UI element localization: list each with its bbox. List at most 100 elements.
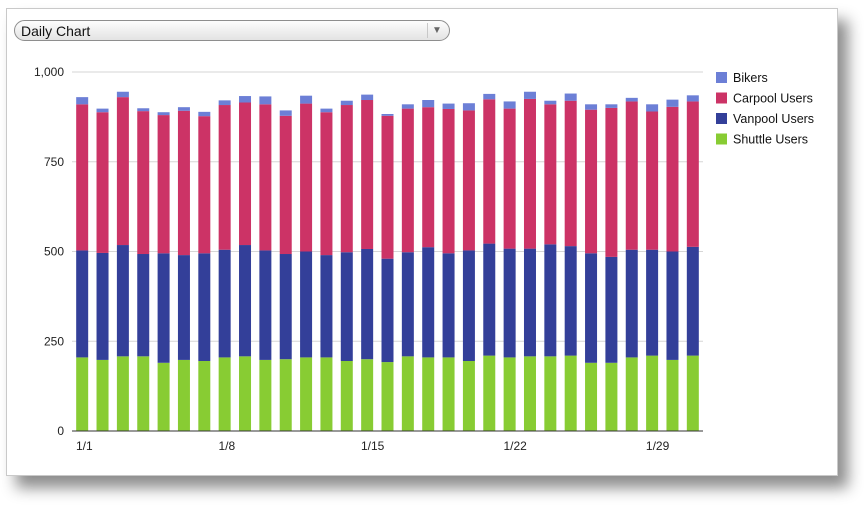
bar-segment[interactable] xyxy=(96,112,109,253)
bar-segment[interactable] xyxy=(381,115,394,259)
bar-segment[interactable] xyxy=(218,249,231,358)
bar-segment[interactable] xyxy=(422,247,435,358)
bar-segment[interactable] xyxy=(646,355,659,431)
bar-segment[interactable] xyxy=(279,254,292,360)
bar-segment[interactable] xyxy=(564,246,577,356)
bar-segment[interactable] xyxy=(483,93,496,100)
bar-segment[interactable] xyxy=(503,101,516,109)
bar-segment[interactable] xyxy=(401,108,414,253)
bar-segment[interactable] xyxy=(96,252,109,360)
bar-segment[interactable] xyxy=(686,246,699,356)
bar-segment[interactable] xyxy=(523,356,536,431)
bar-segment[interactable] xyxy=(381,362,394,431)
bar-segment[interactable] xyxy=(116,97,129,246)
bar-segment[interactable] xyxy=(381,114,394,116)
bar-segment[interactable] xyxy=(544,100,557,105)
bar-segment[interactable] xyxy=(239,96,252,103)
bar-segment[interactable] xyxy=(177,255,190,360)
bar-segment[interactable] xyxy=(239,245,252,357)
bar-segment[interactable] xyxy=(646,104,659,112)
bar-segment[interactable] xyxy=(157,115,170,254)
bar-segment[interactable] xyxy=(340,361,353,431)
bar-segment[interactable] xyxy=(320,357,333,431)
bar-segment[interactable] xyxy=(564,100,577,247)
bar-segment[interactable] xyxy=(422,107,435,248)
bar-segment[interactable] xyxy=(137,254,150,357)
bar-segment[interactable] xyxy=(401,252,414,357)
bar-segment[interactable] xyxy=(198,361,211,431)
bar-segment[interactable] xyxy=(116,245,129,357)
bar-segment[interactable] xyxy=(76,250,89,358)
bar-segment[interactable] xyxy=(361,359,374,431)
bar-segment[interactable] xyxy=(564,355,577,431)
bar-segment[interactable] xyxy=(605,362,618,431)
bar-segment[interactable] xyxy=(544,104,557,245)
bar-segment[interactable] xyxy=(381,258,394,363)
bar-segment[interactable] xyxy=(116,356,129,431)
bar-segment[interactable] xyxy=(218,105,231,250)
bar-segment[interactable] xyxy=(116,91,129,98)
bar-segment[interactable] xyxy=(666,251,679,360)
bar-segment[interactable] xyxy=(76,97,89,105)
bar-segment[interactable] xyxy=(177,110,190,256)
bar-segment[interactable] xyxy=(361,94,374,101)
bar-segment[interactable] xyxy=(483,243,496,356)
bar-segment[interactable] xyxy=(462,103,475,111)
bar-segment[interactable] xyxy=(137,111,150,255)
bar-segment[interactable] xyxy=(259,250,272,360)
bar-segment[interactable] xyxy=(666,99,679,107)
bar-segment[interactable] xyxy=(259,359,272,431)
bar-segment[interactable] xyxy=(340,100,353,106)
bar-segment[interactable] xyxy=(686,101,699,247)
bar-segment[interactable] xyxy=(401,104,414,109)
bar-segment[interactable] xyxy=(442,103,455,109)
bar-segment[interactable] xyxy=(585,362,598,431)
bar-segment[interactable] xyxy=(198,253,211,361)
bar-segment[interactable] xyxy=(503,248,516,358)
bar-segment[interactable] xyxy=(666,359,679,431)
bar-segment[interactable] xyxy=(340,252,353,361)
bar-segment[interactable] xyxy=(483,355,496,431)
bar-segment[interactable] xyxy=(279,110,292,116)
bar-segment[interactable] xyxy=(605,104,618,108)
bar-segment[interactable] xyxy=(239,102,252,246)
bar-segment[interactable] xyxy=(300,95,313,104)
bar-segment[interactable] xyxy=(300,251,313,358)
bar-segment[interactable] xyxy=(442,357,455,431)
bar-segment[interactable] xyxy=(218,100,231,106)
bar-segment[interactable] xyxy=(666,106,679,252)
bar-segment[interactable] xyxy=(320,108,333,113)
bar-segment[interactable] xyxy=(177,359,190,431)
bar-segment[interactable] xyxy=(646,249,659,356)
bar-segment[interactable] xyxy=(300,103,313,252)
bar-segment[interactable] xyxy=(585,104,598,110)
bar-segment[interactable] xyxy=(218,357,231,431)
bar-segment[interactable] xyxy=(625,101,638,250)
bar-segment[interactable] xyxy=(625,249,638,358)
bar-segment[interactable] xyxy=(605,256,618,363)
bar-segment[interactable] xyxy=(422,357,435,431)
bar-segment[interactable] xyxy=(686,355,699,431)
bar-segment[interactable] xyxy=(625,97,638,102)
bar-segment[interactable] xyxy=(544,244,557,357)
bar-segment[interactable] xyxy=(239,356,252,431)
bar-segment[interactable] xyxy=(483,99,496,244)
bar-segment[interactable] xyxy=(361,100,374,249)
bar-segment[interactable] xyxy=(646,111,659,250)
bar-segment[interactable] xyxy=(259,96,272,105)
bar-segment[interactable] xyxy=(503,357,516,431)
bar-segment[interactable] xyxy=(137,356,150,431)
bar-segment[interactable] xyxy=(462,250,475,361)
bar-segment[interactable] xyxy=(401,356,414,431)
bar-segment[interactable] xyxy=(523,98,536,249)
bar-segment[interactable] xyxy=(503,108,516,249)
bar-segment[interactable] xyxy=(462,110,475,251)
bar-segment[interactable] xyxy=(96,359,109,431)
bar-segment[interactable] xyxy=(442,253,455,358)
bar-segment[interactable] xyxy=(76,357,89,431)
bar-segment[interactable] xyxy=(422,100,435,108)
chevron-down-icon[interactable]: ▼ xyxy=(427,23,446,38)
bar-segment[interactable] xyxy=(544,356,557,431)
bar-segment[interactable] xyxy=(523,248,536,357)
bar-segment[interactable] xyxy=(279,359,292,431)
